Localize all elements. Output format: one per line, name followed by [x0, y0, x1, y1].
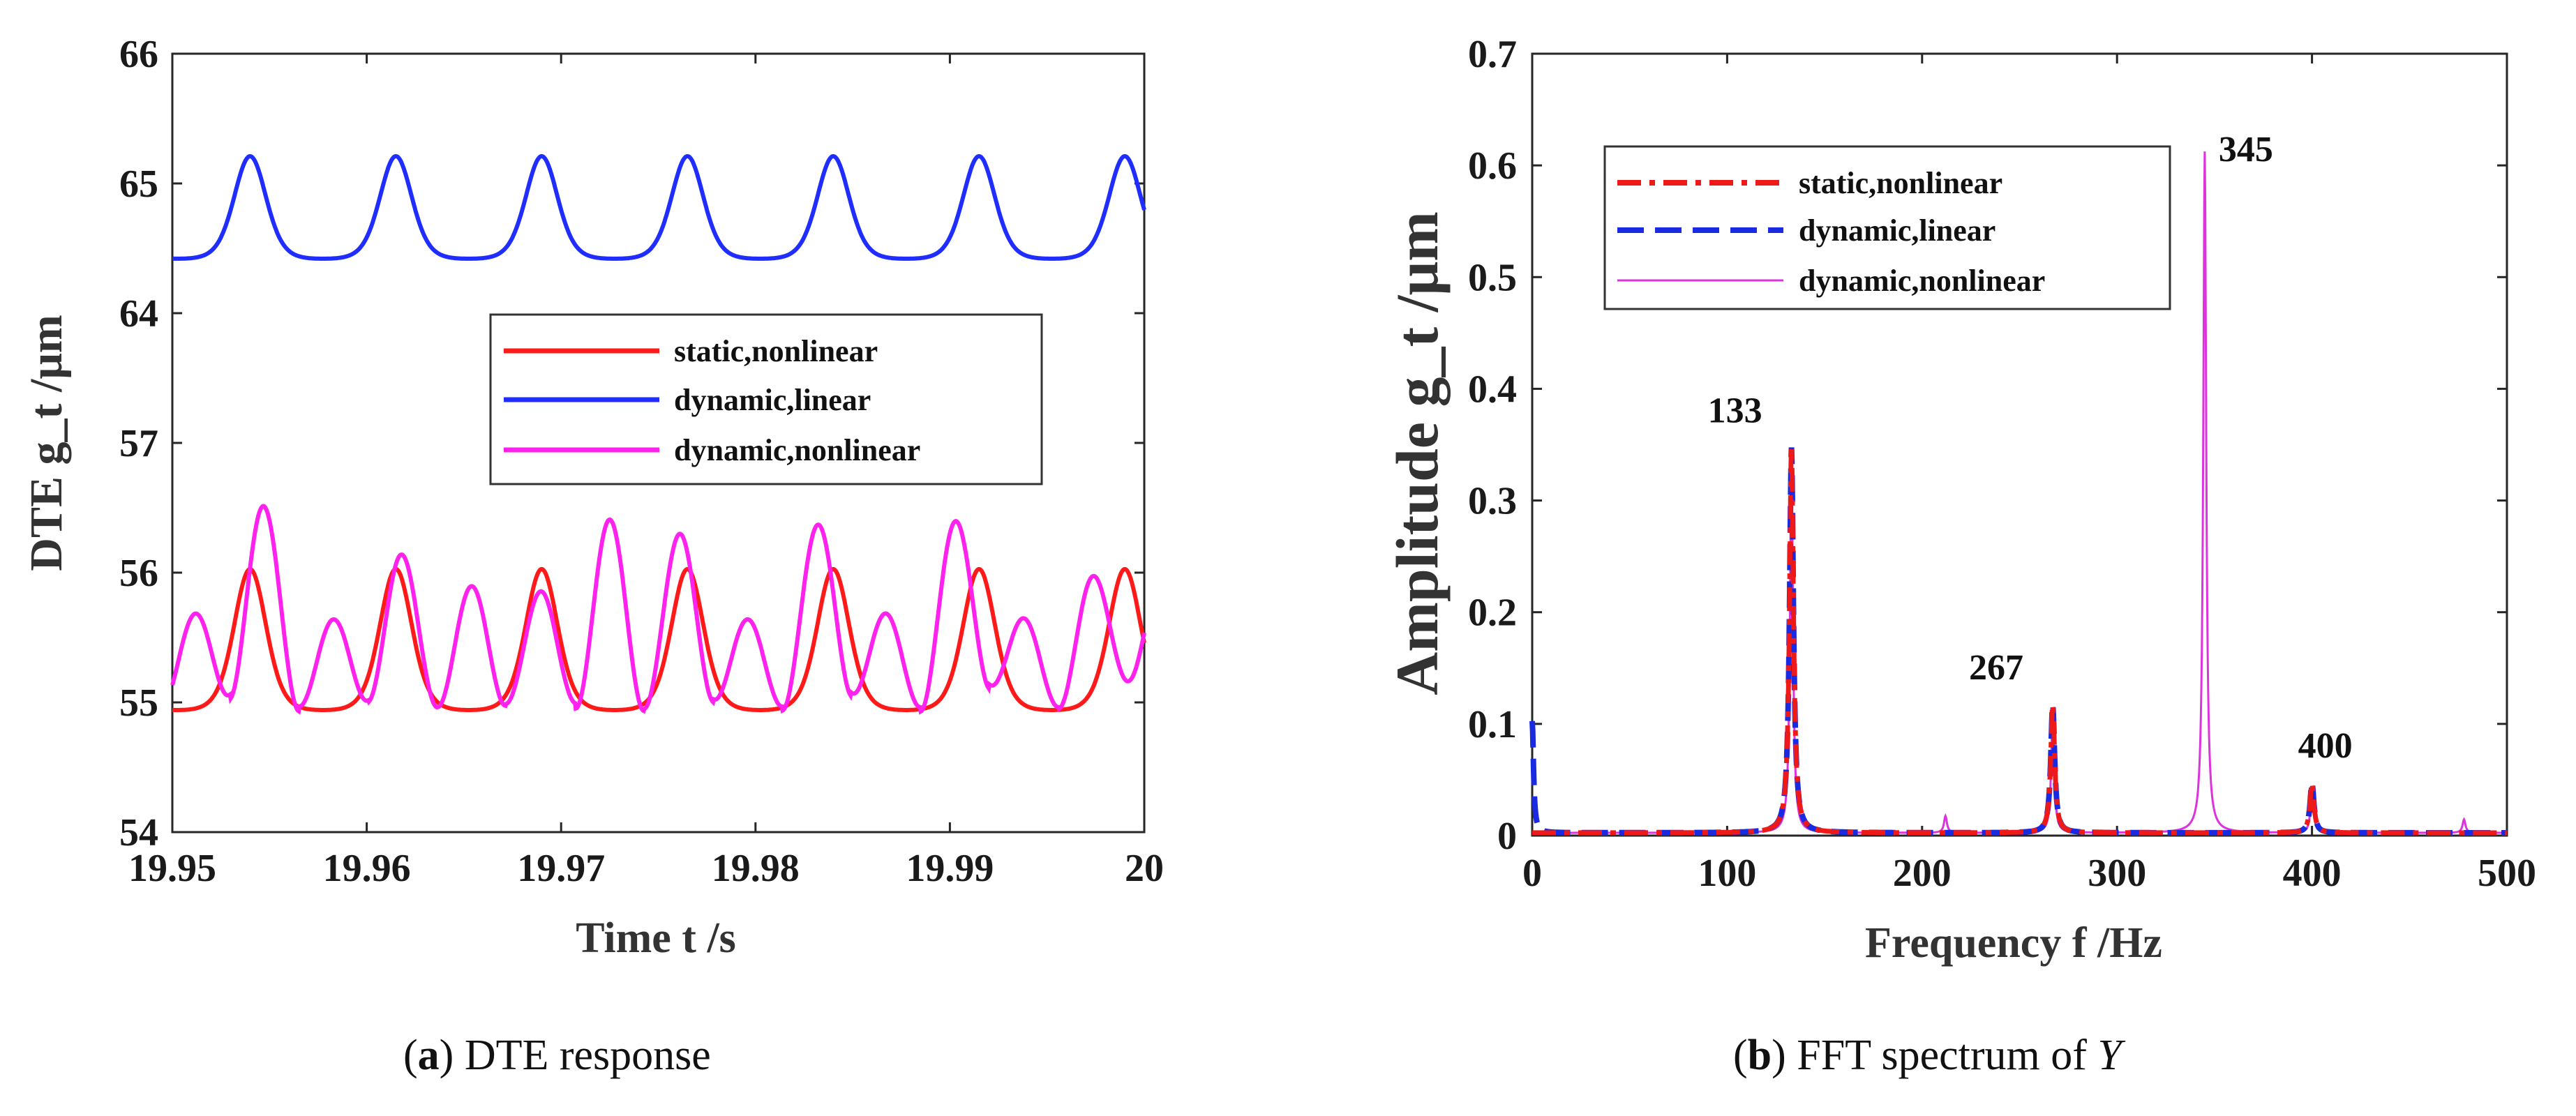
y-tick-label-b: 0.1	[1468, 703, 1517, 746]
legend-a: static,nonlinear dynamic,linear dynamic,…	[489, 313, 1043, 485]
y-tick-label-a: 55	[119, 681, 158, 725]
y-tick-label-a: 64	[119, 292, 158, 335]
chart-b: 0 100 200 300 400 500 0 0.1 0.2 0.3 0.4 0.5 0.6 0.7 1…	[1384, 33, 2536, 967]
y-tick-label-a: 56	[119, 552, 158, 595]
x-tick-label-a: 19.96	[323, 847, 411, 890]
y-tick-label-a: 54	[119, 811, 158, 854]
caption-b-letter: b	[1747, 1032, 1772, 1079]
y-axis-label-a: DTE g_t /μm	[21, 315, 72, 571]
annotation-400: 400	[2298, 726, 2353, 766]
annotation-267: 267	[1969, 648, 2023, 688]
caption-b-symbol: Y	[2097, 1032, 2122, 1079]
y-axis-label-b: Amplitude g_t /μm	[1384, 211, 1451, 695]
chart-a: 19.95 19.96 19.97 19.98 19.99 20 54 55 56 57 64 65 6…	[21, 33, 1164, 962]
series-line-static-nonlinear	[172, 566, 1146, 712]
x-tick-label-a: 19.97	[517, 847, 605, 890]
x-tick-label-b: 0	[1522, 852, 1542, 895]
y-tick-label-b: 0.2	[1468, 591, 1517, 635]
series-line-dynamic-nonlinear	[170, 504, 1146, 715]
x-tick-label-b: 500	[2478, 852, 2536, 895]
annotations-b: 133 267 345 400	[1708, 130, 2353, 766]
y-tick-label-b: 0.7	[1468, 33, 1517, 76]
x-tick-label-a: 19.95	[128, 847, 216, 890]
legend-label-dynamic-nonlinear: dynamic,nonlinear	[674, 433, 920, 467]
annotation-133: 133	[1708, 391, 1762, 431]
legend-label-b-dynamic-linear: dynamic,linear	[1799, 213, 1995, 248]
y-tick-label-b: 0.3	[1468, 480, 1517, 523]
legend-label-b-dynamic-nonlinear: dynamic,nonlinear	[1799, 264, 2045, 298]
caption-a: (a) DTE response	[403, 1032, 711, 1079]
plot-frame-b	[1531, 52, 2508, 837]
x-tick-label-b: 100	[1698, 852, 1756, 895]
y-tick-label-a: 66	[119, 33, 158, 76]
legend-label-dynamic-linear: dynamic,linear	[674, 383, 871, 417]
y-tick-label-b: 0.4	[1468, 368, 1517, 411]
caption-b-text: FFT spectrum of	[1797, 1032, 2087, 1079]
x-tick-label-b: 200	[1893, 852, 1952, 895]
series-b	[1529, 151, 2507, 836]
x-tick-label-a: 20	[1125, 847, 1164, 890]
caption-a-text: DTE response	[464, 1032, 711, 1079]
x-tick-label-b: 300	[2088, 852, 2146, 895]
legend-label-static-nonlinear: static,nonlinear	[674, 334, 878, 368]
y-tick-label-a: 65	[119, 163, 158, 206]
legend-label-b-static-nonlinear: static,nonlinear	[1799, 166, 2002, 200]
annotation-345: 345	[2219, 130, 2273, 169]
series-line-dynamic-linear	[172, 153, 1146, 261]
series-line-b-static-nonlinear	[1532, 447, 2507, 836]
y-tick-label-b: 0	[1497, 815, 1517, 858]
y-tick-label-b: 0.6	[1468, 144, 1517, 188]
axis-ticks-b: 0 100 200 300 400 500 0 0.1 0.2 0.3 0.4 0.5 0.6 0.7	[1468, 33, 2536, 895]
x-tick-label-b: 400	[2283, 852, 2342, 895]
caption-b: (b) FFT spectrum of Y	[1733, 1032, 2122, 1079]
x-tick-label-a: 19.99	[906, 847, 994, 890]
caption-a-letter: a	[417, 1032, 440, 1079]
y-tick-label-b: 0.5	[1468, 256, 1517, 299]
x-tick-label-a: 19.98	[712, 847, 800, 890]
y-tick-label-a: 57	[119, 422, 158, 465]
legend-b: static,nonlinear dynamic,linear dynamic,…	[1603, 145, 2171, 310]
series-line-b-dynamic-linear	[1529, 447, 2507, 836]
x-axis-label-a: Time t /s	[576, 914, 736, 962]
axis-ticks-a: 19.95 19.96 19.97 19.98 19.99 20 54 55 56 57 64 65 6…	[119, 33, 1164, 890]
series-a	[170, 153, 1146, 715]
x-axis-label-b: Frequency f /Hz	[1865, 919, 2162, 967]
